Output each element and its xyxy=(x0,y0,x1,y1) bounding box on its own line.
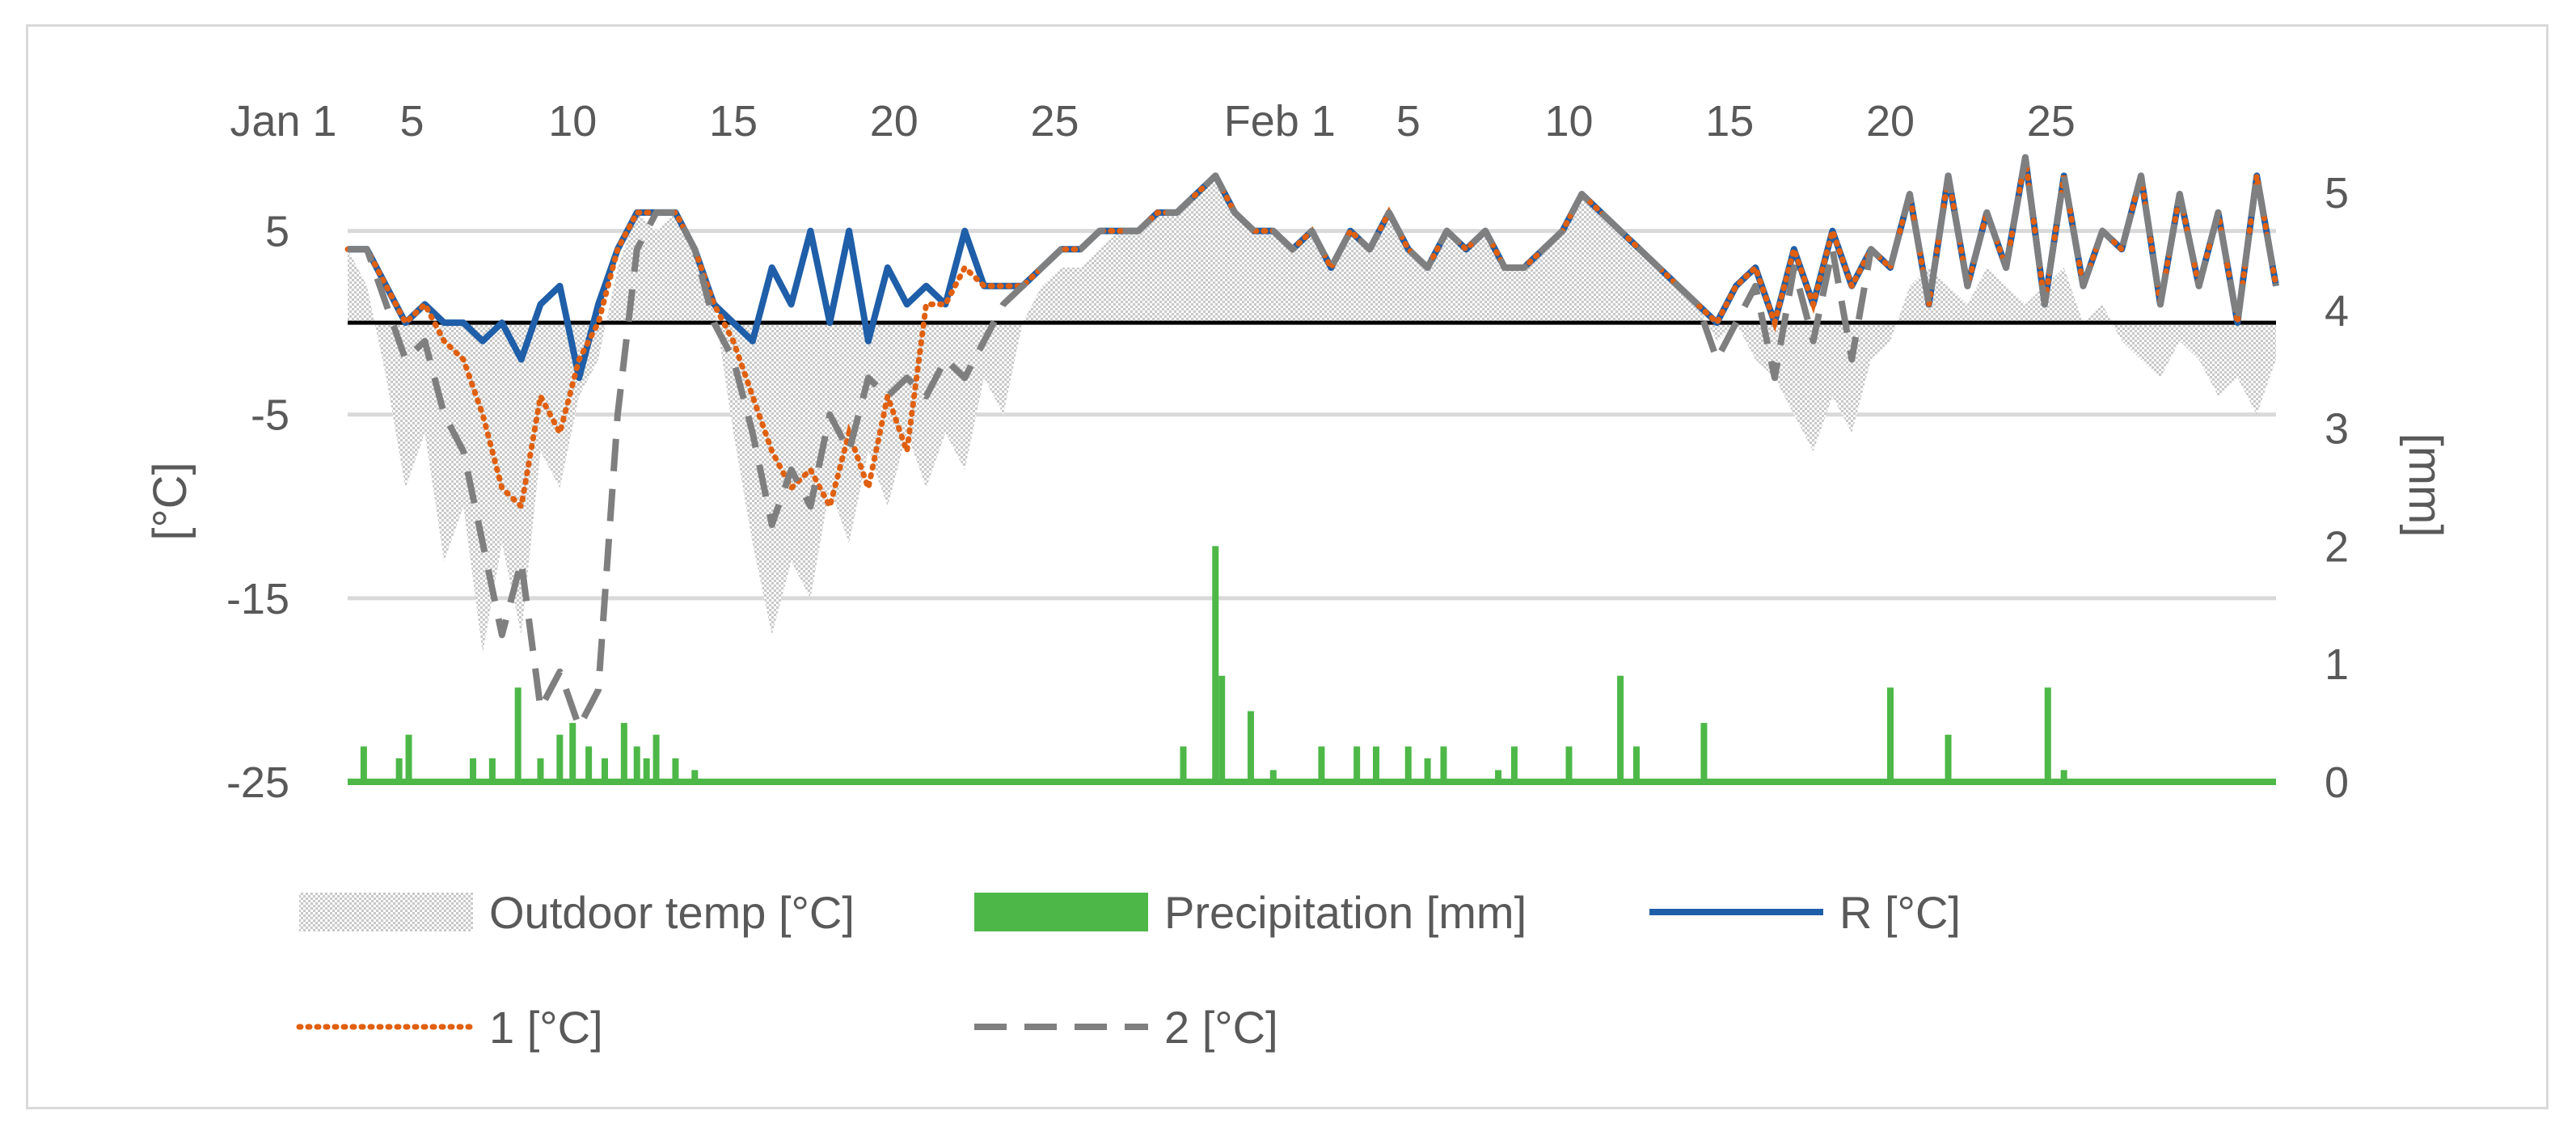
legend-swatch-precip xyxy=(974,893,1148,931)
y-left-tick-label: -15 xyxy=(226,575,289,623)
precipitation-bar xyxy=(1887,687,1894,782)
precipitation-bar xyxy=(569,723,576,782)
y-right-tick-label: 3 xyxy=(2325,405,2349,454)
x-tick-label: 10 xyxy=(1544,97,1593,146)
y-right-tick-label: 2 xyxy=(2325,522,2349,571)
precipitation-bar xyxy=(1373,746,1379,782)
precipitation-bar xyxy=(643,758,650,782)
temperature-lines-layer xyxy=(344,154,2279,730)
precipitation-bar xyxy=(405,734,412,782)
x-tick-label: 20 xyxy=(870,97,918,146)
precipitation-bar xyxy=(537,758,544,782)
precipitation-bar xyxy=(691,770,699,782)
precipitation-bar xyxy=(1565,746,1573,782)
outdoor-temp-area-layer xyxy=(348,175,2276,653)
precipitation-bar xyxy=(1247,711,1254,782)
y-right-axis-title: [mm] xyxy=(2399,433,2451,538)
x-tick-label: 20 xyxy=(1866,97,1915,146)
x-tick-label: 10 xyxy=(548,97,597,146)
precipitation-bar xyxy=(1510,746,1518,782)
precipitation-bar xyxy=(1218,675,1226,782)
legend-item-precip: Precipitation [mm] xyxy=(974,887,1527,938)
precipitation-bar xyxy=(470,758,477,782)
precipitation-bar xyxy=(1700,723,1708,782)
precipitation-bar xyxy=(1945,734,1952,782)
precipitation-bar xyxy=(585,746,593,782)
legend-item-R: R [°C] xyxy=(1649,887,1961,938)
precipitation-bar xyxy=(652,734,660,782)
legend-label-outdoor: Outdoor temp [°C] xyxy=(489,887,855,938)
legend-label-s2: 2 [°C] xyxy=(1164,1002,1278,1053)
legend: Outdoor temp [°C] Precipitation [mm] R [°C… xyxy=(296,887,1961,1053)
legend-label-R: R [°C] xyxy=(1839,887,1961,938)
precipitation-bar xyxy=(556,734,564,782)
precipitation-bar xyxy=(1404,746,1412,782)
precipitation-bar xyxy=(1269,770,1277,782)
legend-label-s1: 1 [°C] xyxy=(489,1002,603,1053)
y-left-tick-label: 5 xyxy=(265,208,289,256)
y-right-tick-label: 4 xyxy=(2325,287,2349,336)
x-tick-label: Jan 1 xyxy=(230,97,336,146)
precipitation-bar-layer xyxy=(348,546,2276,785)
legend-item-s1: 1 [°C] xyxy=(296,1002,603,1053)
y-left-axis-title: [°C] xyxy=(144,462,196,540)
precipitation-bar xyxy=(1440,746,1447,782)
outdoor-temp-area xyxy=(348,175,2276,653)
y-right-tick-label: 0 xyxy=(2325,758,2349,807)
precipitation-bar xyxy=(1353,746,1361,782)
precipitation-bar xyxy=(620,723,627,782)
precipitation-bar xyxy=(1212,546,1219,782)
y-right-tick-label: 1 xyxy=(2325,640,2349,689)
precipitation-bar xyxy=(1424,758,1431,782)
x-tick-label: 25 xyxy=(2027,97,2076,146)
precipitation-bar xyxy=(633,746,640,782)
precipitation-bar xyxy=(395,758,403,782)
y-left-tick-label: -5 xyxy=(251,391,289,440)
precipitation-bar xyxy=(1617,675,1624,782)
legend-item-outdoor: Outdoor temp [°C] xyxy=(299,887,855,938)
x-tick-label: 15 xyxy=(1705,97,1754,146)
legend-label-precip: Precipitation [mm] xyxy=(1164,887,1527,938)
x-tick-label: 5 xyxy=(399,97,424,146)
x-tick-label: 25 xyxy=(1030,97,1079,146)
precipitation-bar xyxy=(488,758,496,782)
precipitation-bar xyxy=(360,746,367,782)
y-left-tick-label: -25 xyxy=(226,758,289,807)
legend-swatch-outdoor xyxy=(299,893,473,931)
precipitation-bar xyxy=(1632,746,1640,782)
x-tick-label: 5 xyxy=(1396,97,1421,146)
precipitation-bar xyxy=(1318,746,1325,782)
x-tick-label: Feb 1 xyxy=(1224,97,1336,146)
precipitation-bar xyxy=(2044,687,2051,782)
x-tick-label: 15 xyxy=(709,97,758,146)
precipitation-bar xyxy=(514,687,522,782)
y-right-tick-label: 5 xyxy=(2325,169,2349,217)
precipitation-bar xyxy=(672,758,679,782)
precipitation-bar xyxy=(1495,770,1502,782)
precipitation-bar xyxy=(1180,746,1187,782)
legend-item-s2: 2 [°C] xyxy=(974,1002,1278,1053)
precipitation-bar xyxy=(602,758,608,782)
series-line-2 xyxy=(348,154,2279,730)
precipitation-bar xyxy=(2060,770,2067,782)
